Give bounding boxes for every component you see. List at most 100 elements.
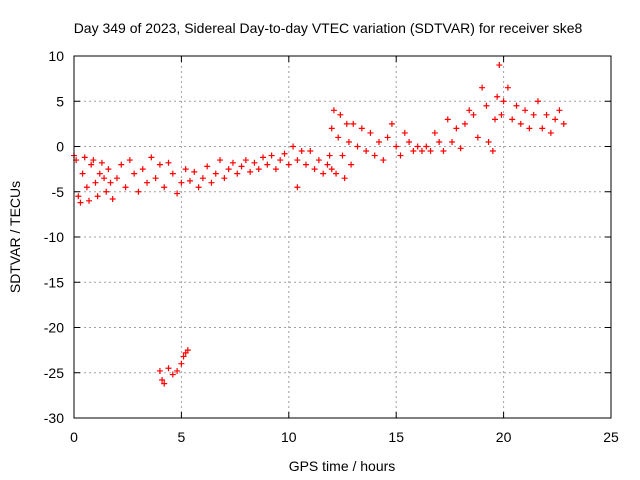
x-tick-label: 15	[388, 429, 404, 445]
data-point	[255, 166, 262, 173]
data-point	[186, 177, 193, 184]
data-point	[496, 62, 503, 69]
data-point	[281, 150, 288, 157]
data-point	[517, 120, 524, 127]
data-point	[410, 148, 417, 155]
data-point	[81, 154, 88, 161]
data-point	[335, 134, 342, 141]
data-point	[180, 353, 187, 360]
data-point	[285, 161, 292, 168]
x-tick-label: 10	[281, 429, 297, 445]
chart-title: Day 349 of 2023, Sidereal Day-to-day VTE…	[74, 20, 583, 36]
data-point	[83, 184, 90, 191]
data-point	[423, 143, 430, 150]
data-point	[159, 376, 166, 383]
data-point	[103, 188, 110, 195]
data-point	[427, 148, 434, 155]
x-axis-label: GPS time / hours	[289, 458, 396, 474]
data-point	[337, 111, 344, 118]
data-point	[504, 84, 511, 91]
data-point	[328, 166, 335, 173]
x-axis-ticks: 0 5 10 15 20 25	[70, 56, 619, 445]
data-point	[326, 152, 333, 159]
grid-lines	[74, 56, 611, 418]
data-point	[75, 193, 82, 200]
data-point	[457, 145, 464, 152]
data-point	[272, 166, 279, 173]
data-point	[354, 143, 361, 150]
data-point	[500, 98, 507, 105]
data-point	[414, 143, 421, 150]
data-point	[260, 154, 267, 161]
y-tick-label: -10	[44, 229, 64, 245]
data-point	[225, 166, 232, 173]
data-point	[105, 166, 112, 173]
data-point	[431, 129, 438, 136]
data-point	[461, 120, 468, 127]
data-point	[358, 125, 365, 132]
y-axis-label: SDTVAR / TECUs	[7, 181, 23, 293]
data-point	[251, 159, 258, 166]
y-tick-label: 0	[56, 139, 64, 155]
y-tick-label: -20	[44, 320, 64, 336]
y-tick-label: -25	[44, 365, 64, 381]
data-point	[552, 116, 559, 123]
data-point	[156, 161, 163, 168]
data-point	[169, 170, 176, 177]
data-point	[371, 152, 378, 159]
data-point	[152, 175, 159, 182]
data-point	[311, 166, 318, 173]
data-point	[436, 138, 443, 145]
data-point	[139, 166, 146, 173]
data-point	[109, 195, 116, 202]
data-point	[534, 98, 541, 105]
data-point	[474, 134, 481, 141]
data-point	[470, 111, 477, 118]
data-point	[113, 175, 120, 182]
data-point	[195, 184, 202, 191]
data-points	[71, 62, 567, 387]
data-point	[161, 380, 168, 387]
data-point	[238, 163, 245, 170]
data-point	[341, 175, 348, 182]
data-point	[92, 179, 99, 186]
data-point	[320, 170, 327, 177]
data-point	[178, 179, 185, 186]
data-point	[339, 152, 346, 159]
data-point	[199, 175, 206, 182]
y-tick-label: 5	[56, 93, 64, 109]
data-point	[397, 152, 404, 159]
data-point	[556, 107, 563, 114]
data-point	[489, 148, 496, 155]
data-point	[348, 161, 355, 168]
data-point	[182, 166, 189, 173]
data-point	[315, 157, 322, 164]
data-point	[118, 161, 125, 168]
data-point	[539, 125, 546, 132]
data-point	[101, 175, 108, 182]
data-point	[363, 148, 370, 155]
data-point	[174, 190, 181, 197]
data-point	[384, 134, 391, 141]
y-tick-label: 10	[48, 48, 64, 64]
data-point	[268, 152, 275, 159]
data-point	[221, 175, 228, 182]
data-point	[247, 168, 254, 175]
data-point	[86, 197, 93, 204]
data-point	[498, 111, 505, 118]
data-point	[380, 157, 387, 164]
data-point	[406, 138, 413, 145]
data-point	[264, 161, 271, 168]
data-point	[217, 157, 224, 164]
data-point	[79, 170, 86, 177]
data-point	[302, 161, 309, 168]
data-point	[165, 159, 172, 166]
data-point	[466, 107, 473, 114]
data-point	[418, 148, 425, 155]
data-point	[350, 120, 357, 127]
data-point	[184, 347, 191, 354]
data-point	[88, 161, 95, 168]
data-point	[483, 102, 490, 109]
data-point	[229, 159, 236, 166]
